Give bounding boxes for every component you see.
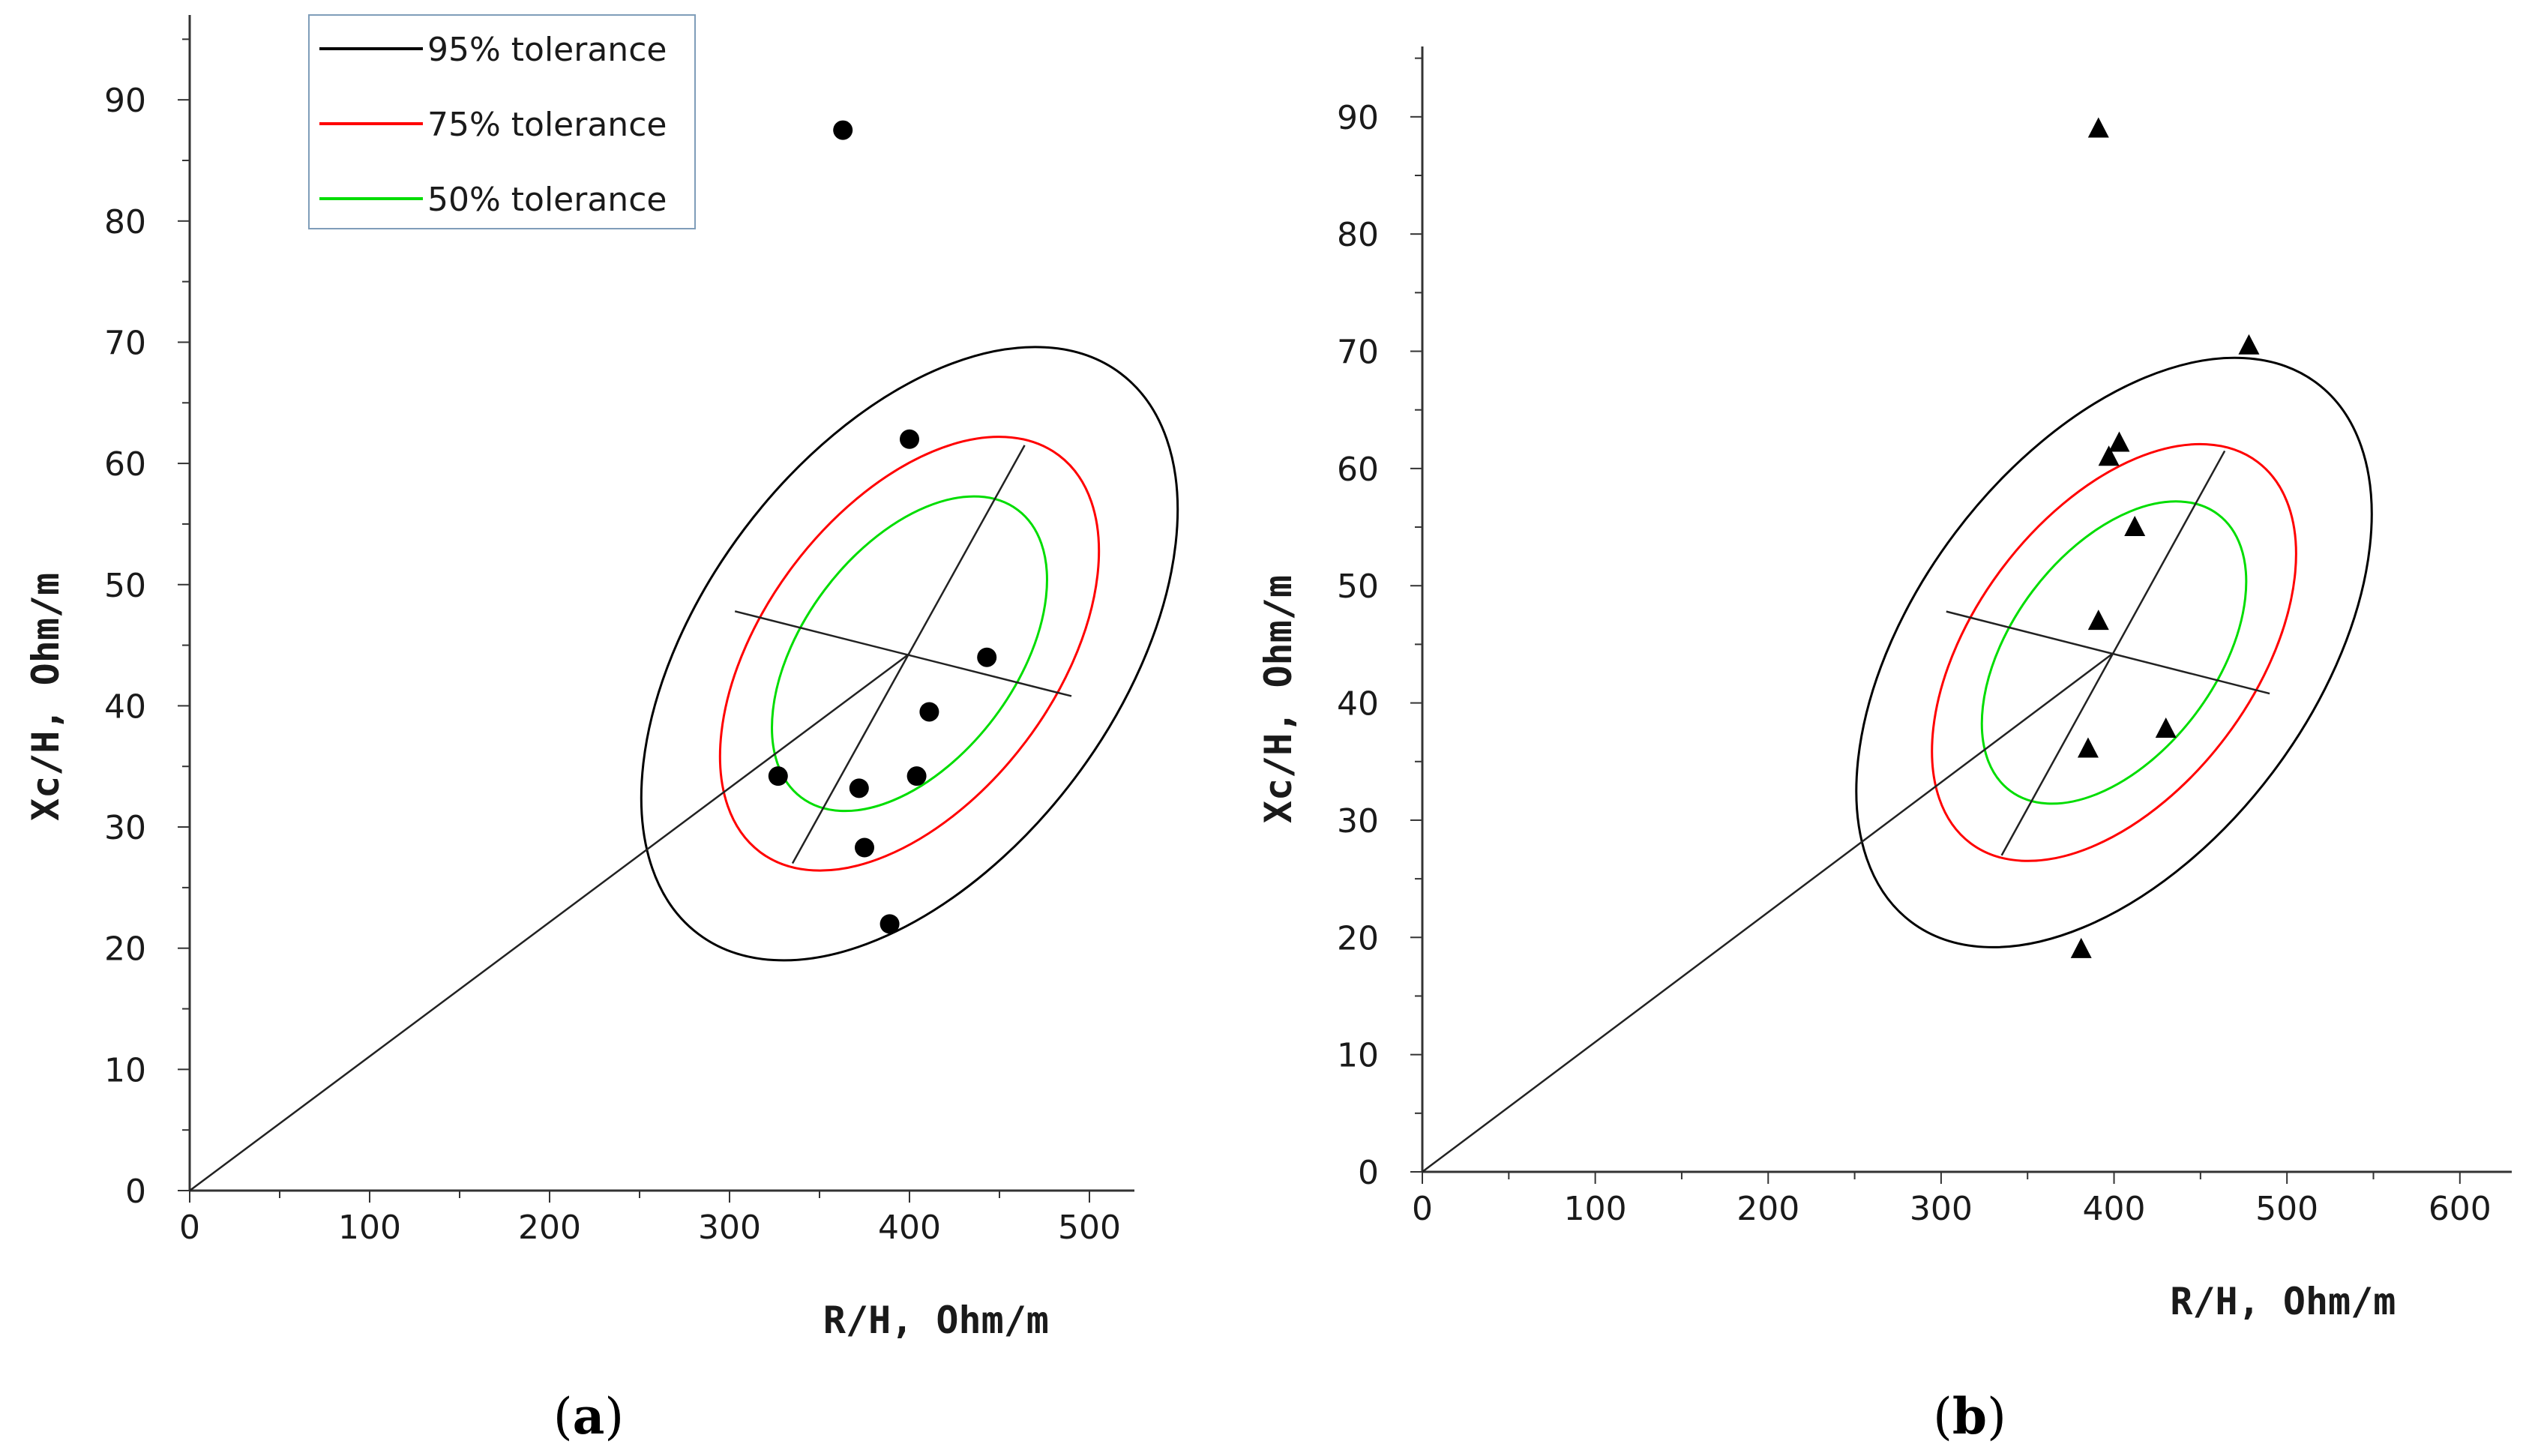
data-point <box>2087 610 2109 631</box>
y-tick-label: 0 <box>125 1173 146 1211</box>
x-tick-label: 600 <box>2429 1190 2492 1228</box>
legend-box <box>308 14 696 229</box>
data-point <box>2070 937 2092 958</box>
data-point <box>2077 737 2099 758</box>
x-tick-label: 200 <box>1736 1190 1799 1228</box>
x-tick-label: 500 <box>1058 1209 1121 1247</box>
y-tick-label: 10 <box>104 1051 146 1089</box>
x-tick-label: 0 <box>1412 1190 1433 1228</box>
data-point <box>849 778 869 798</box>
y-axis-title: Xc/H, Ohm/m <box>1257 575 1300 823</box>
y-axis-title: Xc/H, Ohm/m <box>24 573 67 821</box>
panel-a: 0 100 200 300 400 500 0 10 20 30 40 50 60 70 80 90 R/H, … <box>24 14 1179 1446</box>
x-tick-label: 200 <box>518 1209 581 1247</box>
origin-line <box>1422 652 2115 1173</box>
y-tick-label: 50 <box>1337 568 1379 606</box>
x-tick-label: 300 <box>698 1209 761 1247</box>
data-point <box>2124 516 2146 537</box>
x-axis-title: R/H, Ohm/m <box>2170 1280 2396 1323</box>
y-tick-label: 50 <box>104 567 146 605</box>
data-point <box>833 120 853 140</box>
data-point <box>900 429 919 449</box>
data-point <box>2108 431 2130 452</box>
data-point <box>919 702 939 722</box>
minor-axis-line <box>1946 610 2270 695</box>
data-point <box>768 766 788 786</box>
y-tick-label: 90 <box>104 82 146 120</box>
tolerance-ellipse-75 <box>718 436 1101 872</box>
y-tick-label: 80 <box>1337 216 1379 254</box>
y-tick-label: 30 <box>104 809 146 847</box>
y-tick-label: 20 <box>1337 919 1379 957</box>
legend-label: 75% tolerance <box>427 106 667 144</box>
data-point <box>2155 717 2177 738</box>
tolerance-ellipse-50 <box>771 495 1048 813</box>
panel-caption: (b) <box>1933 1387 2006 1446</box>
tolerance-ellipse-75 <box>1931 442 2297 862</box>
tolerance-ellipse-95 <box>1855 356 2373 948</box>
y-tick-label: 40 <box>104 688 146 726</box>
panel-b: 0 100 200 300 400 500 600 0 10 20 30 40 50 60 70 80 90 R/… <box>1257 46 2512 1446</box>
y-tick-label: 40 <box>1337 685 1379 724</box>
y-tick-label: 20 <box>104 930 146 969</box>
x-tick-label: 400 <box>878 1209 941 1247</box>
y-tick-label: 60 <box>104 445 146 484</box>
x-tick-label: 300 <box>1910 1190 1973 1228</box>
data-point <box>2238 334 2260 355</box>
origin-line <box>189 652 910 1192</box>
panel-caption: (a) <box>553 1387 624 1446</box>
data-point <box>2087 117 2109 138</box>
y-tick-label: 30 <box>1337 802 1379 840</box>
y-tick-label: 60 <box>1337 451 1379 489</box>
legend-label: 95% tolerance <box>427 31 667 69</box>
y-tick-label: 70 <box>1337 334 1379 372</box>
y-tick-label: 80 <box>104 203 146 241</box>
x-tick-label: 100 <box>338 1209 401 1247</box>
data-point <box>2098 445 2120 466</box>
minor-axis-line <box>734 610 1072 697</box>
x-tick-label: 400 <box>2083 1190 2146 1228</box>
x-tick-label: 0 <box>179 1209 200 1247</box>
y-tick-label: 90 <box>1337 99 1379 137</box>
data-point <box>855 837 874 858</box>
x-tick-label: 500 <box>2255 1190 2318 1228</box>
x-axis-title: R/H, Ohm/m <box>823 1299 1049 1342</box>
x-tick-label: 100 <box>1564 1190 1627 1228</box>
y-tick-label: 70 <box>104 324 146 362</box>
y-tick-label: 0 <box>1358 1154 1379 1192</box>
data-point <box>906 766 927 786</box>
data-point <box>879 914 900 934</box>
tolerance-ellipse-95 <box>640 346 1179 962</box>
y-tick-label: 10 <box>1337 1037 1379 1075</box>
data-point <box>977 647 997 667</box>
legend-label: 50% tolerance <box>427 181 667 219</box>
tolerance-ellipse-50 <box>1980 500 2248 805</box>
